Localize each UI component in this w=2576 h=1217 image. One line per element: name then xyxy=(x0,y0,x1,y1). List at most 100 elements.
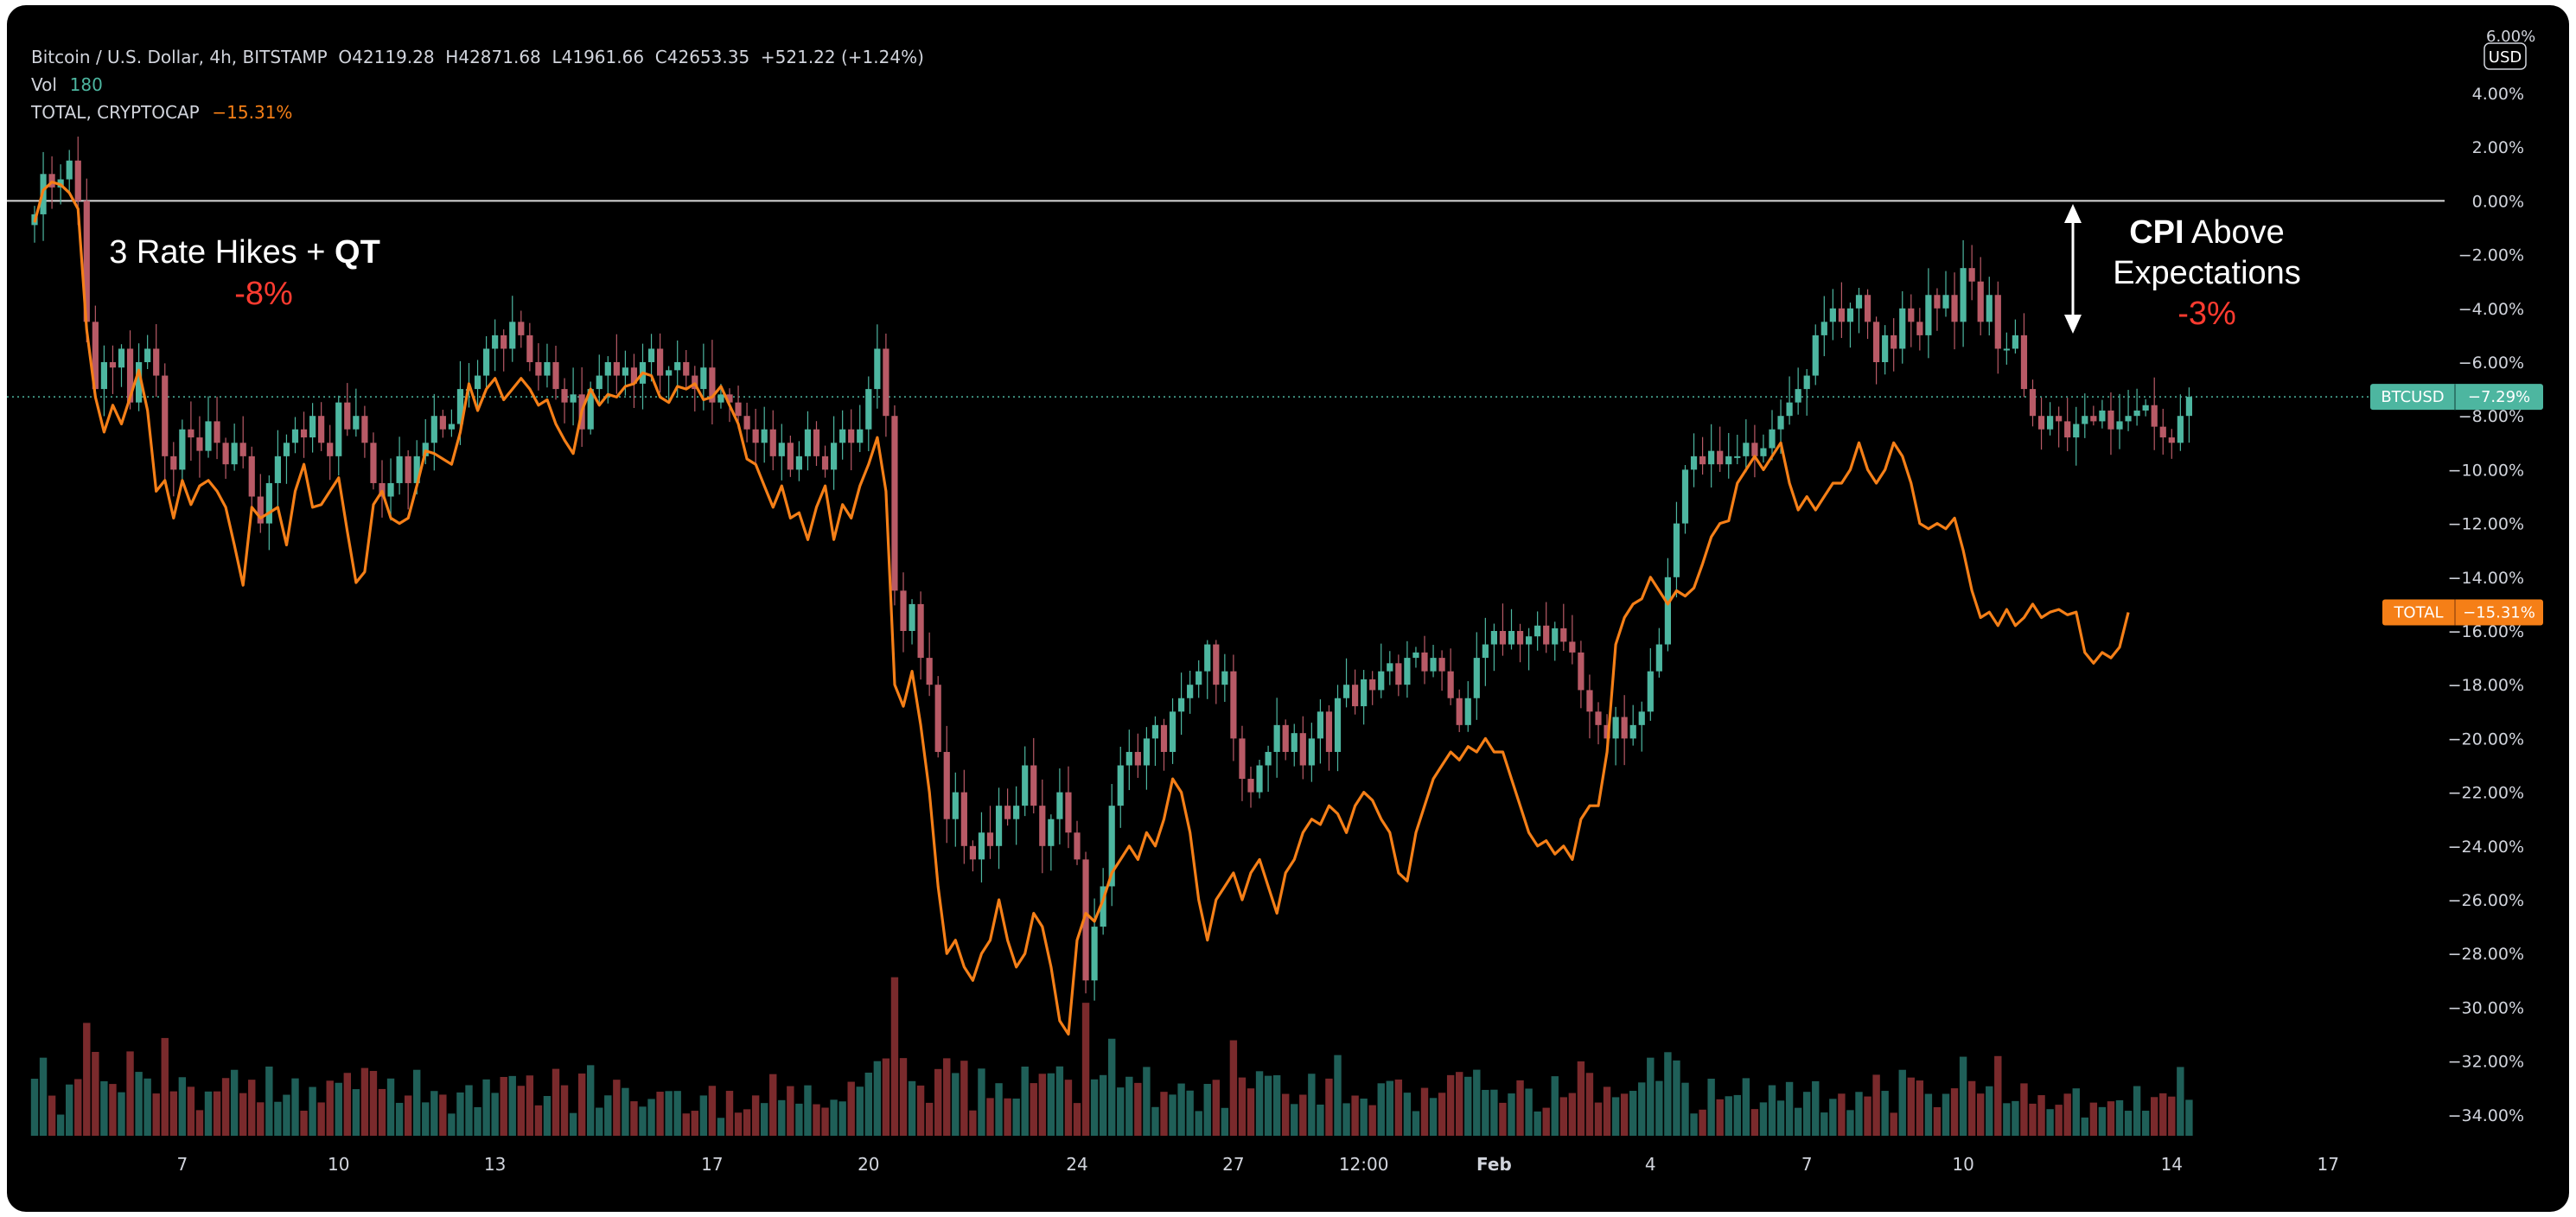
candle-body xyxy=(2073,424,2080,438)
candle-body xyxy=(1708,450,1715,465)
volume-bar xyxy=(508,1075,516,1136)
volume-bar xyxy=(2081,1117,2088,1136)
volume-bar xyxy=(300,1111,308,1136)
legend-total-row[interactable]: TOTAL, CRYPTOCAP −15.31% xyxy=(31,102,292,123)
candle-body xyxy=(1838,308,1845,322)
candle-body xyxy=(1196,671,1202,685)
volume-bar xyxy=(1073,1103,1081,1136)
volume-bar xyxy=(1134,1082,1142,1136)
candle-body xyxy=(170,456,177,470)
volume-bar xyxy=(969,1110,977,1136)
volume-bar xyxy=(1681,1082,1689,1136)
candle-body xyxy=(1004,806,1011,819)
candle-body xyxy=(405,456,411,483)
volume-bar xyxy=(1360,1099,1368,1136)
candle-body xyxy=(561,389,568,403)
candle-body xyxy=(361,416,368,443)
candle-body xyxy=(613,362,620,376)
volume-bar xyxy=(1108,1038,1116,1136)
volume-bar xyxy=(943,1058,951,1136)
candle-body xyxy=(804,429,812,456)
candle-body xyxy=(1221,671,1228,685)
x-tick-label: 7 xyxy=(176,1154,188,1175)
candle-body xyxy=(1022,765,1029,806)
candle-body xyxy=(2047,416,2054,430)
volume-bar xyxy=(448,1113,456,1136)
volume-bar xyxy=(2107,1101,2115,1136)
candle-body xyxy=(978,832,985,860)
candle-body xyxy=(274,456,281,483)
volume-bar xyxy=(2185,1099,2193,1136)
candle-body xyxy=(2082,416,2088,424)
x-axis[interactable]: 7 10 13 17 20 24 27 12:00 Feb 4 7 10 14 17 xyxy=(176,1154,2338,1175)
candle-body xyxy=(518,322,525,335)
volume-bar xyxy=(178,1077,187,1136)
candle-body xyxy=(1169,711,1176,752)
volume-bar xyxy=(2159,1093,2167,1136)
candle-body xyxy=(1134,751,1141,766)
volume-bar xyxy=(743,1109,751,1136)
x-tick-label: 24 xyxy=(1066,1154,1087,1175)
candle-body xyxy=(1404,658,1411,685)
volume-bar xyxy=(1403,1093,1412,1136)
candle-body xyxy=(752,429,759,443)
volume-bar xyxy=(1464,1076,1472,1136)
candle-body xyxy=(439,416,446,430)
candle-body xyxy=(1117,765,1124,806)
volume-bar xyxy=(2020,1083,2028,1136)
total-line xyxy=(33,181,2130,1036)
candle-body xyxy=(300,429,308,438)
x-tick-label: 7 xyxy=(1801,1154,1813,1175)
volume-bar xyxy=(1986,1086,1993,1136)
volume-bar xyxy=(317,1102,325,1136)
candle-body xyxy=(1612,717,1619,739)
volume-bar xyxy=(1125,1076,1133,1136)
volume-bar xyxy=(2141,1111,2150,1136)
candle-body xyxy=(396,456,403,483)
volume-bar xyxy=(491,1093,499,1136)
legend-symbol-row[interactable]: Bitcoin / U.S. Dollar, 4h, BITSTAMP O421… xyxy=(31,47,924,67)
volume-bar xyxy=(1317,1104,1324,1136)
volume-bar xyxy=(1516,1080,1524,1136)
candle-body xyxy=(1569,641,1576,653)
volume-bar xyxy=(778,1099,786,1136)
volume-bar xyxy=(1950,1088,1959,1136)
candle-body xyxy=(1239,738,1246,780)
y-axis[interactable]: 4.00% 2.00% 0.00% −2.00% −4.00% −6.00% −8.00% −… xyxy=(2448,85,2524,1125)
volume-bar xyxy=(543,1096,552,1136)
volume-bar xyxy=(2063,1093,2071,1136)
candle-body xyxy=(1552,628,1559,645)
candle-body xyxy=(109,362,117,368)
legend-volume-row[interactable]: Vol 180 xyxy=(31,74,103,95)
volume-bar xyxy=(343,1073,351,1136)
volume-bar xyxy=(630,1101,638,1136)
candle-body xyxy=(1769,429,1776,449)
candle-body xyxy=(1421,652,1428,672)
candle-body xyxy=(1690,456,1698,470)
y-tick-label: 4.00% xyxy=(2472,85,2524,104)
cpi-text-line2: Expectations xyxy=(2113,255,2301,291)
candle-body xyxy=(1342,685,1350,698)
y-tick-label: −26.00% xyxy=(2448,891,2524,910)
volume-bar xyxy=(1881,1091,1889,1136)
volume-bar xyxy=(395,1102,404,1136)
volume-bar xyxy=(1638,1082,1646,1136)
candle-body xyxy=(795,456,802,470)
currency-badge[interactable]: 6.00% USD xyxy=(2484,28,2535,70)
candle-body xyxy=(596,375,603,390)
candle-body xyxy=(1968,268,1975,282)
candle-body xyxy=(1891,335,1897,349)
candle-body xyxy=(1820,322,1827,335)
candle-body xyxy=(544,362,551,376)
y-tick-label: 0.00% xyxy=(2472,192,2524,211)
btc-total-chart[interactable]: 3 Rate Hikes + QT -8% CPI Above Expectat… xyxy=(7,5,2569,1212)
volume-bar xyxy=(291,1078,299,1136)
volume-bar xyxy=(39,1057,48,1136)
volume-bar xyxy=(1967,1080,1976,1136)
volume-bar xyxy=(430,1091,438,1136)
volume-bar xyxy=(1803,1092,1811,1136)
volume-bar xyxy=(1603,1086,1611,1136)
candle-body xyxy=(831,443,838,470)
volume-bar xyxy=(56,1114,65,1136)
volume-bar xyxy=(1525,1088,1533,1136)
